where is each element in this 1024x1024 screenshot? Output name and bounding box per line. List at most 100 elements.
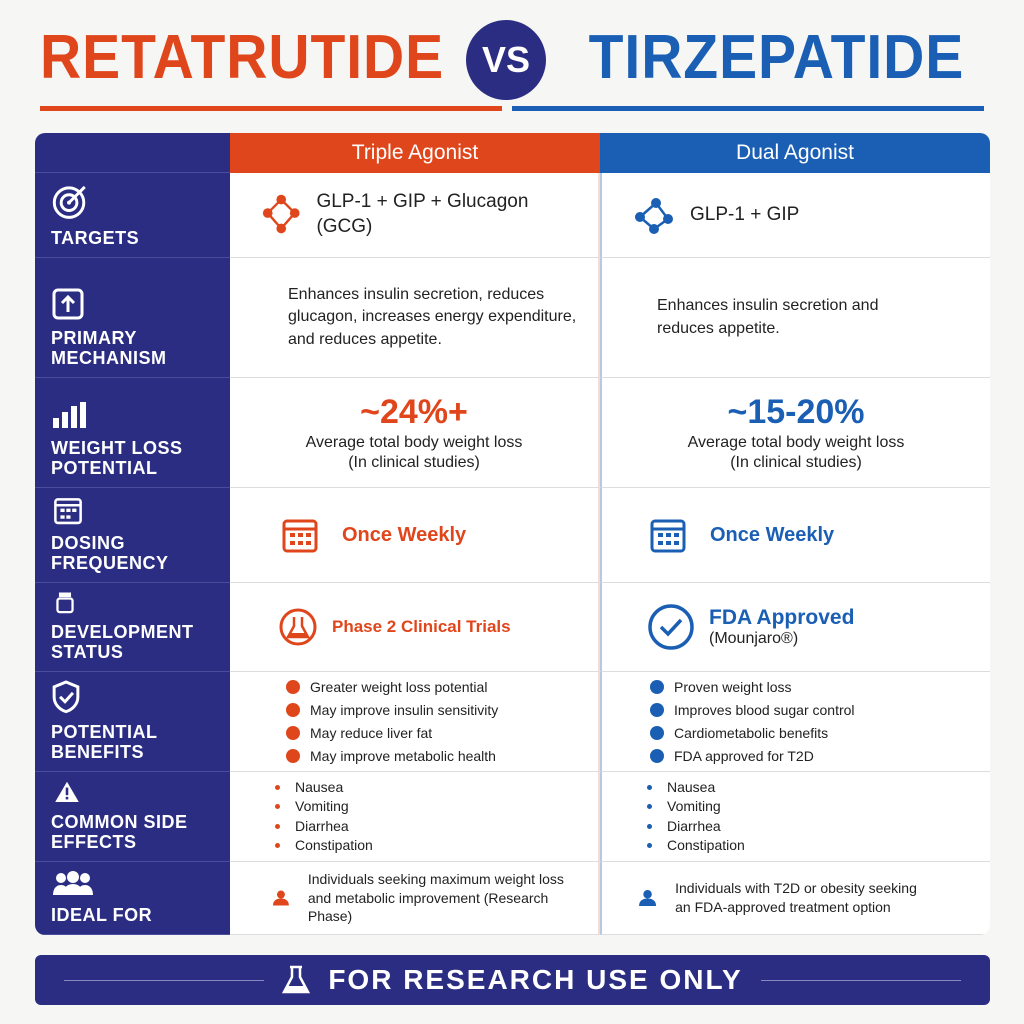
benefit-list: Proven weight loss Improves blood sugar … bbox=[650, 676, 855, 768]
rule bbox=[760, 979, 961, 981]
bullet bbox=[647, 843, 652, 849]
list-item: Cardiometabolic benefits bbox=[650, 722, 855, 745]
cell: Once Weekly bbox=[230, 488, 600, 583]
item-text: Constipation bbox=[667, 837, 745, 853]
item-text: May improve insulin sensitivity bbox=[310, 701, 499, 718]
list-item: Vomiting bbox=[270, 797, 373, 817]
cell-note: (In clinical studies) bbox=[730, 454, 862, 471]
highlight-value: ~15-20% bbox=[727, 393, 865, 431]
item-text: Vomiting bbox=[295, 798, 349, 814]
column-header: Dual Agonist bbox=[600, 133, 990, 173]
item-text: Diarrhea bbox=[295, 817, 349, 834]
icon bbox=[52, 185, 86, 219]
cell-text: Individuals seeking maximum weight loss … bbox=[307, 870, 564, 925]
benefit-list: Greater weight loss potential May improv… bbox=[286, 676, 498, 768]
item-text: Constipation bbox=[295, 837, 373, 853]
label-text: DEVELOPMENT STATUS bbox=[51, 621, 194, 663]
row-label: DEVELOPMENT STATUS bbox=[35, 583, 230, 672]
comparison-table: Triple Agonist Dual Agonist TARGETS GLP-… bbox=[35, 133, 990, 935]
bullet bbox=[275, 823, 280, 829]
item-text: Greater weight loss potential bbox=[310, 678, 488, 695]
check bbox=[286, 726, 300, 740]
cell: GLP-1 + GIP + Glucagon (GCG) bbox=[230, 173, 600, 258]
icon bbox=[650, 519, 686, 553]
check bbox=[650, 680, 664, 694]
bullet bbox=[647, 804, 652, 810]
cell: Enhances insulin secretion, reduces gluc… bbox=[230, 258, 600, 378]
icon bbox=[53, 401, 86, 428]
icon bbox=[282, 519, 318, 553]
bullet bbox=[647, 784, 652, 790]
icon bbox=[52, 288, 84, 320]
list-item: Greater weight loss potential bbox=[286, 676, 498, 699]
row-label: WEIGHT LOSS POTENTIAL bbox=[35, 378, 230, 488]
row-label: PRIMARY MECHANISM bbox=[35, 258, 230, 378]
bullet bbox=[647, 823, 652, 829]
cell: ~24%+ Average total body weight loss (In c… bbox=[230, 378, 600, 488]
label-text: IDEAL FOR bbox=[51, 905, 153, 926]
item-text: Vomiting bbox=[667, 798, 721, 814]
item-text: Diarrhea bbox=[667, 817, 721, 834]
cell-text: Once Weekly bbox=[710, 523, 835, 546]
row-label: POTENTIAL BENEFITS bbox=[35, 672, 230, 772]
icon bbox=[279, 608, 317, 646]
label-text: DOSING FREQUENCY bbox=[51, 532, 169, 574]
list-item: Constipation bbox=[642, 836, 745, 856]
icon bbox=[648, 604, 694, 650]
item-text: FDA approved for T2D bbox=[674, 747, 814, 764]
cell: Individuals with T2D or obesity seeking … bbox=[600, 862, 990, 935]
item-text: May improve metabolic health bbox=[310, 747, 496, 764]
check bbox=[650, 749, 664, 763]
list-item: Diarrhea bbox=[270, 817, 373, 837]
row-label: IDEAL FOR bbox=[35, 862, 230, 935]
cell-text: Enhances insulin secretion and reduces a… bbox=[657, 297, 879, 337]
icon bbox=[52, 680, 80, 714]
corner bbox=[35, 133, 230, 173]
cell-text: Average total body weight loss bbox=[687, 434, 905, 451]
item-text: Nausea bbox=[295, 778, 344, 795]
cell: Greater weight loss potential May improv… bbox=[230, 672, 600, 772]
cell: Phase 2 Clinical Trials bbox=[230, 583, 600, 672]
list-item: Proven weight loss bbox=[650, 676, 855, 699]
cell: Once Weekly bbox=[600, 488, 990, 583]
cell-text: GLP-1 + GIP bbox=[690, 204, 800, 225]
cell: GLP-1 + GIP bbox=[600, 173, 990, 258]
cell: Nausea Vomiting Diarrhea Constipation bbox=[600, 772, 990, 862]
check bbox=[650, 703, 664, 717]
cell-text: Average total body weight loss bbox=[305, 434, 523, 451]
row-label: DOSING FREQUENCY bbox=[35, 488, 230, 583]
label-text: POTENTIAL BENEFITS bbox=[51, 721, 158, 763]
cell: Nausea Vomiting Diarrhea Constipation bbox=[230, 772, 600, 862]
label-text: PRIMARY MECHANISM bbox=[51, 327, 167, 369]
label-text: TARGETS bbox=[51, 228, 140, 249]
label-text: WEIGHT LOSS POTENTIAL bbox=[51, 437, 183, 479]
icon bbox=[55, 781, 79, 802]
cell-text: Phase 2 Clinical Trials bbox=[332, 617, 511, 636]
cell-text: FDA Approved bbox=[709, 606, 855, 629]
cell-note: (In clinical studies) bbox=[348, 454, 480, 471]
icon bbox=[272, 890, 289, 906]
list-item: Improves blood sugar control bbox=[650, 699, 855, 722]
list-item: Vomiting bbox=[642, 797, 745, 817]
cell: Proven weight loss Improves blood sugar … bbox=[600, 672, 990, 772]
footer-banner: FOR RESEARCH USE ONLY bbox=[35, 955, 990, 1005]
title-right: TIRZEPATIDE bbox=[588, 23, 964, 92]
cell: Individuals seeking maximum weight loss … bbox=[230, 862, 600, 935]
check bbox=[286, 749, 300, 763]
divider-right bbox=[512, 106, 984, 111]
check bbox=[286, 703, 300, 717]
icon bbox=[56, 592, 74, 614]
bullet bbox=[275, 784, 280, 790]
list-item: FDA approved for T2D bbox=[650, 745, 855, 768]
list-item: Constipation bbox=[270, 836, 373, 856]
cell-note: (Mounjaro®) bbox=[709, 630, 799, 647]
item-text: Nausea bbox=[667, 778, 716, 795]
column-header: Triple Agonist bbox=[230, 133, 600, 173]
icon bbox=[282, 965, 311, 994]
list-item: Diarrhea bbox=[642, 817, 745, 837]
label-text: COMMON SIDE EFFECTS bbox=[51, 811, 188, 853]
list-item: May improve insulin sensitivity bbox=[286, 699, 498, 722]
cell-text: Individuals with T2D or obesity seeking … bbox=[675, 880, 917, 915]
item-text: Proven weight loss bbox=[674, 678, 792, 695]
